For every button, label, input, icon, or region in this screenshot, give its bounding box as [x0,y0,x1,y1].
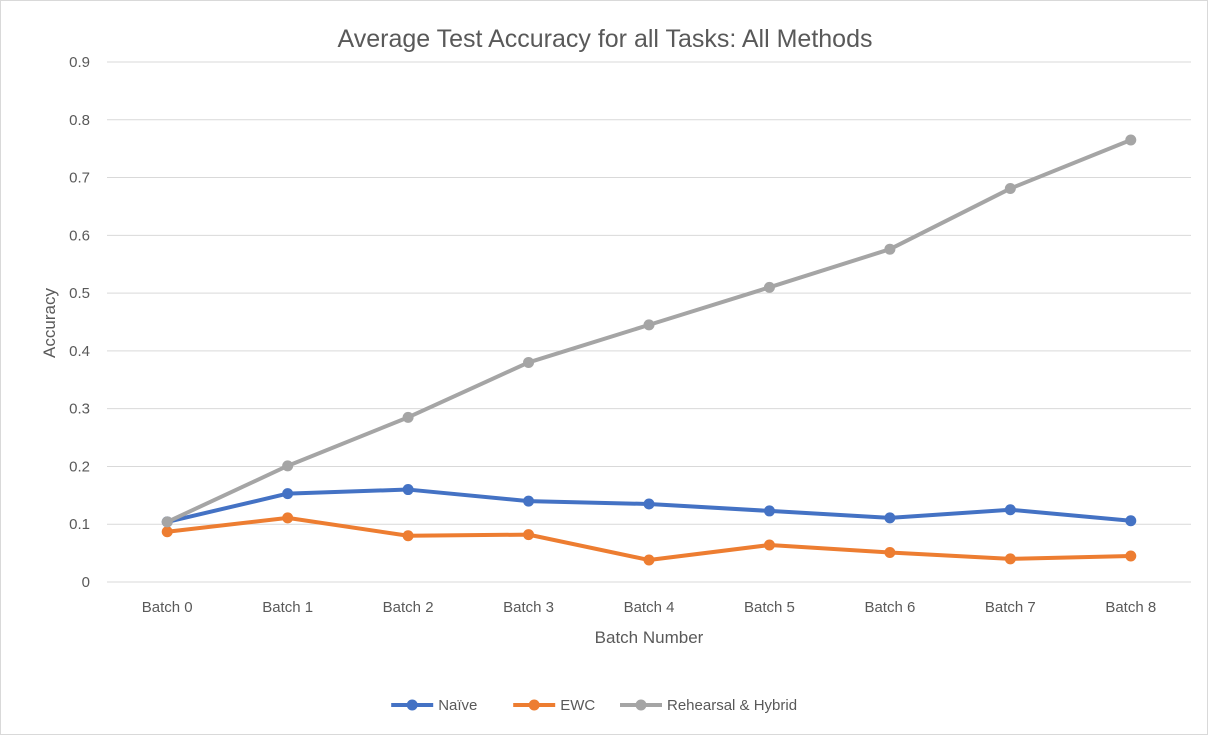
series-1 [161,512,1137,566]
y-tick-label: 0.4 [69,343,90,360]
legend: Naïve EWC Rehearsal & Hybrid [391,697,797,714]
data-point [282,488,294,500]
legend-swatch-marker [406,699,418,711]
chart-title: Average Test Accuracy for all Tasks: All… [338,25,873,53]
y-tick-label: 0.6 [69,227,90,244]
data-point [763,505,775,517]
x-axis-title: Batch Number [595,628,704,647]
x-tick-label: Batch 4 [624,599,675,616]
x-tick-label: Batch 2 [383,599,434,616]
x-tick-label: Batch 8 [1105,599,1156,616]
legend-label: EWC [560,697,595,714]
x-tick-label: Batch 0 [142,599,193,616]
data-point [763,539,775,551]
legend-swatch-marker [528,699,540,711]
data-point [523,356,535,368]
data-point [643,498,655,510]
data-point [1004,504,1016,516]
y-tick-label: 0.5 [69,285,90,302]
data-point [402,484,414,496]
y-tick-label: 0.3 [69,401,90,418]
data-point [1125,515,1137,527]
series-lines [161,134,1137,566]
y-tick-label: 0.2 [69,458,90,475]
data-point [161,516,173,528]
data-point [884,547,896,559]
y-tick-label: 0 [82,574,90,591]
x-tick-label: Batch 1 [262,599,313,616]
y-tick-label: 0.1 [69,516,90,533]
data-point [402,411,414,423]
data-point [402,530,414,542]
data-point [884,243,896,255]
x-tick-label: Batch 6 [864,599,915,616]
y-tick-label: 0.8 [69,112,90,129]
data-point [1004,183,1016,195]
series-line [165,138,1133,524]
data-point [1125,550,1137,562]
data-point [763,281,775,293]
data-point [643,554,655,566]
data-point [884,512,896,524]
data-point [523,495,535,507]
x-tick-label: Batch 7 [985,599,1036,616]
series-2 [161,134,1137,528]
data-point [643,319,655,331]
data-point [282,460,294,472]
data-point [282,512,294,524]
legend-label: Naïve [438,697,477,714]
data-point [523,529,535,541]
legend-swatch-marker [635,699,647,711]
y-tick-label: 0.7 [69,170,90,187]
y-axis-title: Accuracy [40,288,59,358]
y-tick-label: 0.9 [69,54,90,71]
data-point [161,526,173,538]
x-tick-label: Batch 5 [744,599,795,616]
y-axis-ticks: 0 0.1 0.2 0.3 0.4 0.5 0.6 0.7 0.8 0.9 [69,54,90,591]
legend-item: EWC [513,697,595,714]
legend-item: Naïve [391,697,477,714]
legend-label: Rehearsal & Hybrid [667,697,797,714]
legend-item: Rehearsal & Hybrid [620,697,797,714]
data-point [1125,134,1137,146]
data-point [1004,553,1016,565]
x-tick-label: Batch 3 [503,599,554,616]
x-axis-ticks: Batch 0 Batch 1 Batch 2 Batch 3 Batch 4 Batch… [142,599,1156,616]
